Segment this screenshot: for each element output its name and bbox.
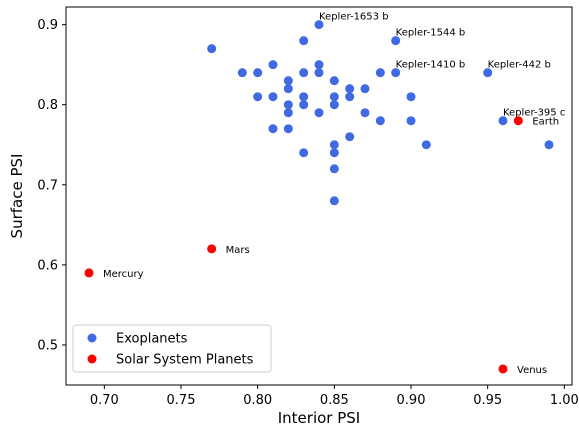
exoplanet-point bbox=[329, 196, 339, 206]
exoplanet-point bbox=[314, 60, 324, 70]
exoplanet-point bbox=[391, 36, 401, 46]
exoplanet-point bbox=[283, 108, 293, 118]
point-label: Earth bbox=[532, 117, 559, 128]
x-tick-label: 0.85 bbox=[320, 393, 349, 408]
y-axis-ticks: 0.5 0.6 0.7 0.8 0.9 bbox=[37, 18, 66, 353]
solar-system-planet-point bbox=[513, 116, 523, 126]
exoplanet-point bbox=[253, 92, 263, 102]
solar-system-planet-point bbox=[84, 268, 94, 278]
y-tick-label: 0.6 bbox=[37, 258, 58, 273]
solar-system-planet-point bbox=[207, 244, 217, 254]
exoplanet-point bbox=[268, 124, 278, 134]
point-annotations: Kepler-1653 b Kepler-1544 b Kepler-1410 b K… bbox=[103, 12, 565, 376]
point-label: Kepler-1544 b bbox=[396, 28, 466, 39]
legend-label: Exoplanets bbox=[116, 332, 188, 347]
x-tick-label: 1.00 bbox=[550, 393, 579, 408]
exoplanet-point bbox=[299, 36, 309, 46]
exoplanet-point bbox=[375, 116, 385, 126]
point-label: Kepler-442 b bbox=[488, 60, 551, 71]
exoplanet-point bbox=[406, 116, 416, 126]
x-axis-label: Interior PSI bbox=[278, 409, 360, 427]
point-label: Venus bbox=[517, 365, 547, 376]
exoplanet-point bbox=[345, 84, 355, 94]
exoplanet-point bbox=[314, 68, 324, 78]
exoplanet-point bbox=[345, 132, 355, 142]
legend-marker bbox=[87, 354, 97, 364]
exoplanet-point bbox=[283, 84, 293, 94]
legend-marker bbox=[87, 333, 97, 343]
solar-system-planet-point bbox=[498, 364, 508, 374]
exoplanet-point bbox=[360, 108, 370, 118]
data-points bbox=[84, 20, 554, 374]
point-label: Kepler-1653 b bbox=[319, 12, 389, 23]
exoplanet-point bbox=[498, 116, 508, 126]
exoplanet-point bbox=[329, 148, 339, 158]
x-tick-label: 0.75 bbox=[167, 393, 196, 408]
exoplanet-point bbox=[299, 92, 309, 102]
y-tick-label: 0.5 bbox=[37, 338, 58, 353]
plot-frame bbox=[65, 6, 573, 386]
y-tick-label: 0.8 bbox=[37, 98, 58, 113]
x-tick-label: 0.95 bbox=[473, 393, 502, 408]
exoplanet-point bbox=[406, 92, 416, 102]
exoplanet-point bbox=[544, 140, 554, 150]
point-label: Kepler-395 c bbox=[503, 108, 565, 119]
exoplanet-point bbox=[483, 68, 493, 78]
exoplanet-point bbox=[421, 140, 431, 150]
x-tick-label: 0.90 bbox=[397, 393, 426, 408]
exoplanet-point bbox=[329, 164, 339, 174]
point-label: Mars bbox=[226, 245, 250, 256]
exoplanet-point bbox=[329, 92, 339, 102]
exoplanet-point bbox=[283, 76, 293, 86]
exoplanet-point bbox=[299, 148, 309, 158]
exoplanet-point bbox=[299, 68, 309, 78]
x-tick-label: 0.80 bbox=[243, 393, 272, 408]
y-tick-label: 0.7 bbox=[37, 178, 58, 193]
exoplanet-point bbox=[329, 140, 339, 150]
point-label: Mercury bbox=[103, 269, 144, 280]
x-axis-ticks: 0.70 0.75 0.80 0.85 0.90 0.95 1.00 bbox=[90, 385, 579, 408]
exoplanet-point bbox=[329, 100, 339, 110]
exoplanet-point bbox=[268, 60, 278, 70]
legend-label: Solar System Planets bbox=[116, 353, 254, 368]
legend: Exoplanets Solar System Planets bbox=[72, 324, 272, 373]
y-axis-label: Surface PSI bbox=[8, 154, 26, 239]
exoplanet-point bbox=[237, 68, 247, 78]
exoplanet-point bbox=[314, 20, 324, 30]
y-tick-label: 0.9 bbox=[37, 18, 58, 33]
exoplanet-point bbox=[283, 100, 293, 110]
exoplanet-point bbox=[268, 92, 278, 102]
exoplanet-point bbox=[253, 68, 263, 78]
x-tick-label: 0.70 bbox=[90, 393, 119, 408]
exoplanet-point bbox=[345, 92, 355, 102]
exoplanet-point bbox=[360, 84, 370, 94]
exoplanet-point bbox=[299, 100, 309, 110]
legend-box bbox=[72, 324, 272, 373]
point-label: Kepler-1410 b bbox=[396, 60, 466, 71]
exoplanet-point bbox=[329, 76, 339, 86]
exoplanet-point bbox=[207, 44, 217, 54]
exoplanet-point bbox=[391, 68, 401, 78]
exoplanet-point bbox=[314, 108, 324, 118]
exoplanet-point bbox=[375, 68, 385, 78]
exoplanet-point bbox=[283, 124, 293, 134]
